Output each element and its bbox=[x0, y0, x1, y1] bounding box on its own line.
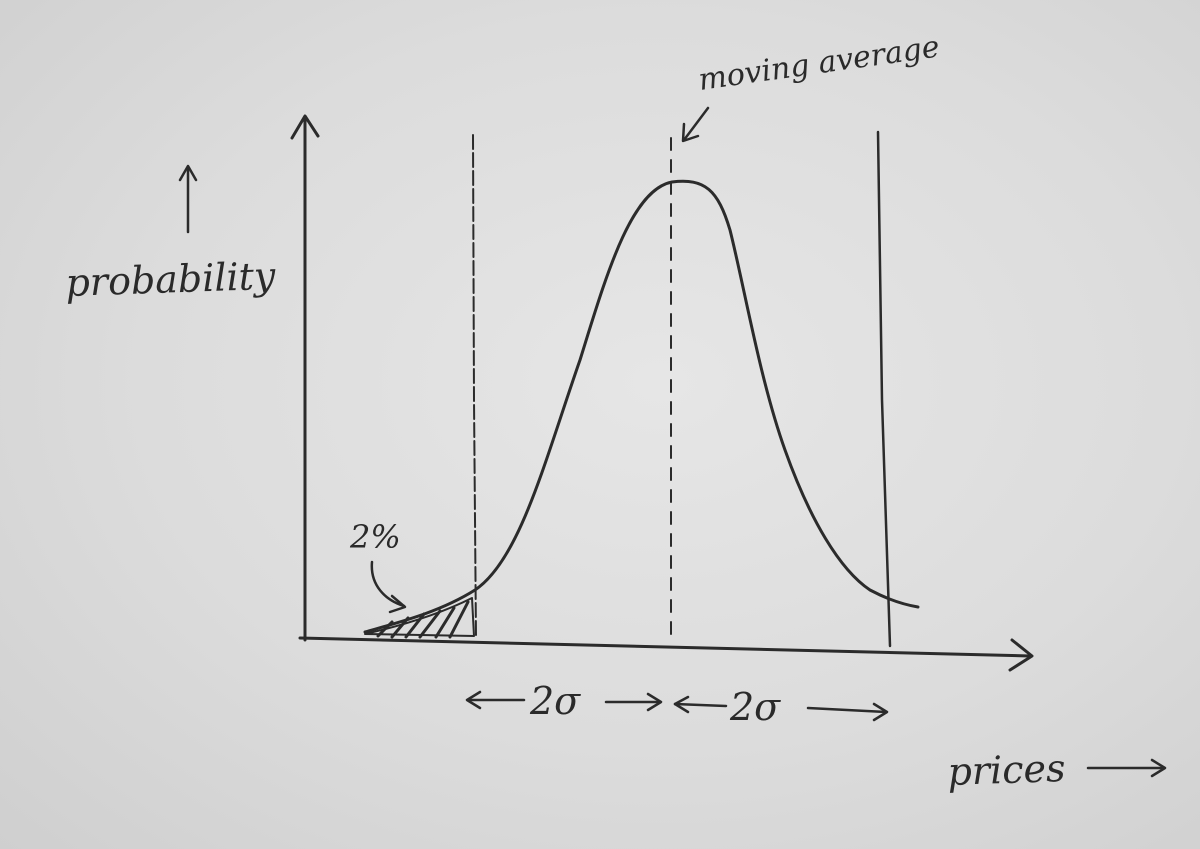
left-band-arrows bbox=[465, 690, 663, 712]
bell-curve bbox=[363, 179, 920, 634]
left-band-label: 2σ bbox=[529, 679, 581, 723]
up-arrow-icon bbox=[178, 164, 198, 234]
x-axis-label: prices bbox=[947, 746, 1066, 794]
x-axis bbox=[298, 636, 1034, 672]
tail-percent-label: 2% bbox=[349, 518, 401, 556]
right-boundary-line bbox=[876, 130, 892, 648]
right-band-arrows bbox=[673, 695, 889, 722]
right-band-label: 2σ bbox=[729, 685, 781, 729]
y-axis-label: probability bbox=[65, 254, 277, 305]
curved-arrow-icon bbox=[370, 560, 407, 614]
left-boundary-line bbox=[472, 134, 477, 639]
y-axis bbox=[290, 114, 320, 642]
mean-line-label: moving average bbox=[696, 29, 941, 97]
right-arrow-icon bbox=[1086, 758, 1167, 778]
mean-pointer-arrow bbox=[681, 106, 710, 143]
tail-hatch bbox=[364, 597, 475, 639]
